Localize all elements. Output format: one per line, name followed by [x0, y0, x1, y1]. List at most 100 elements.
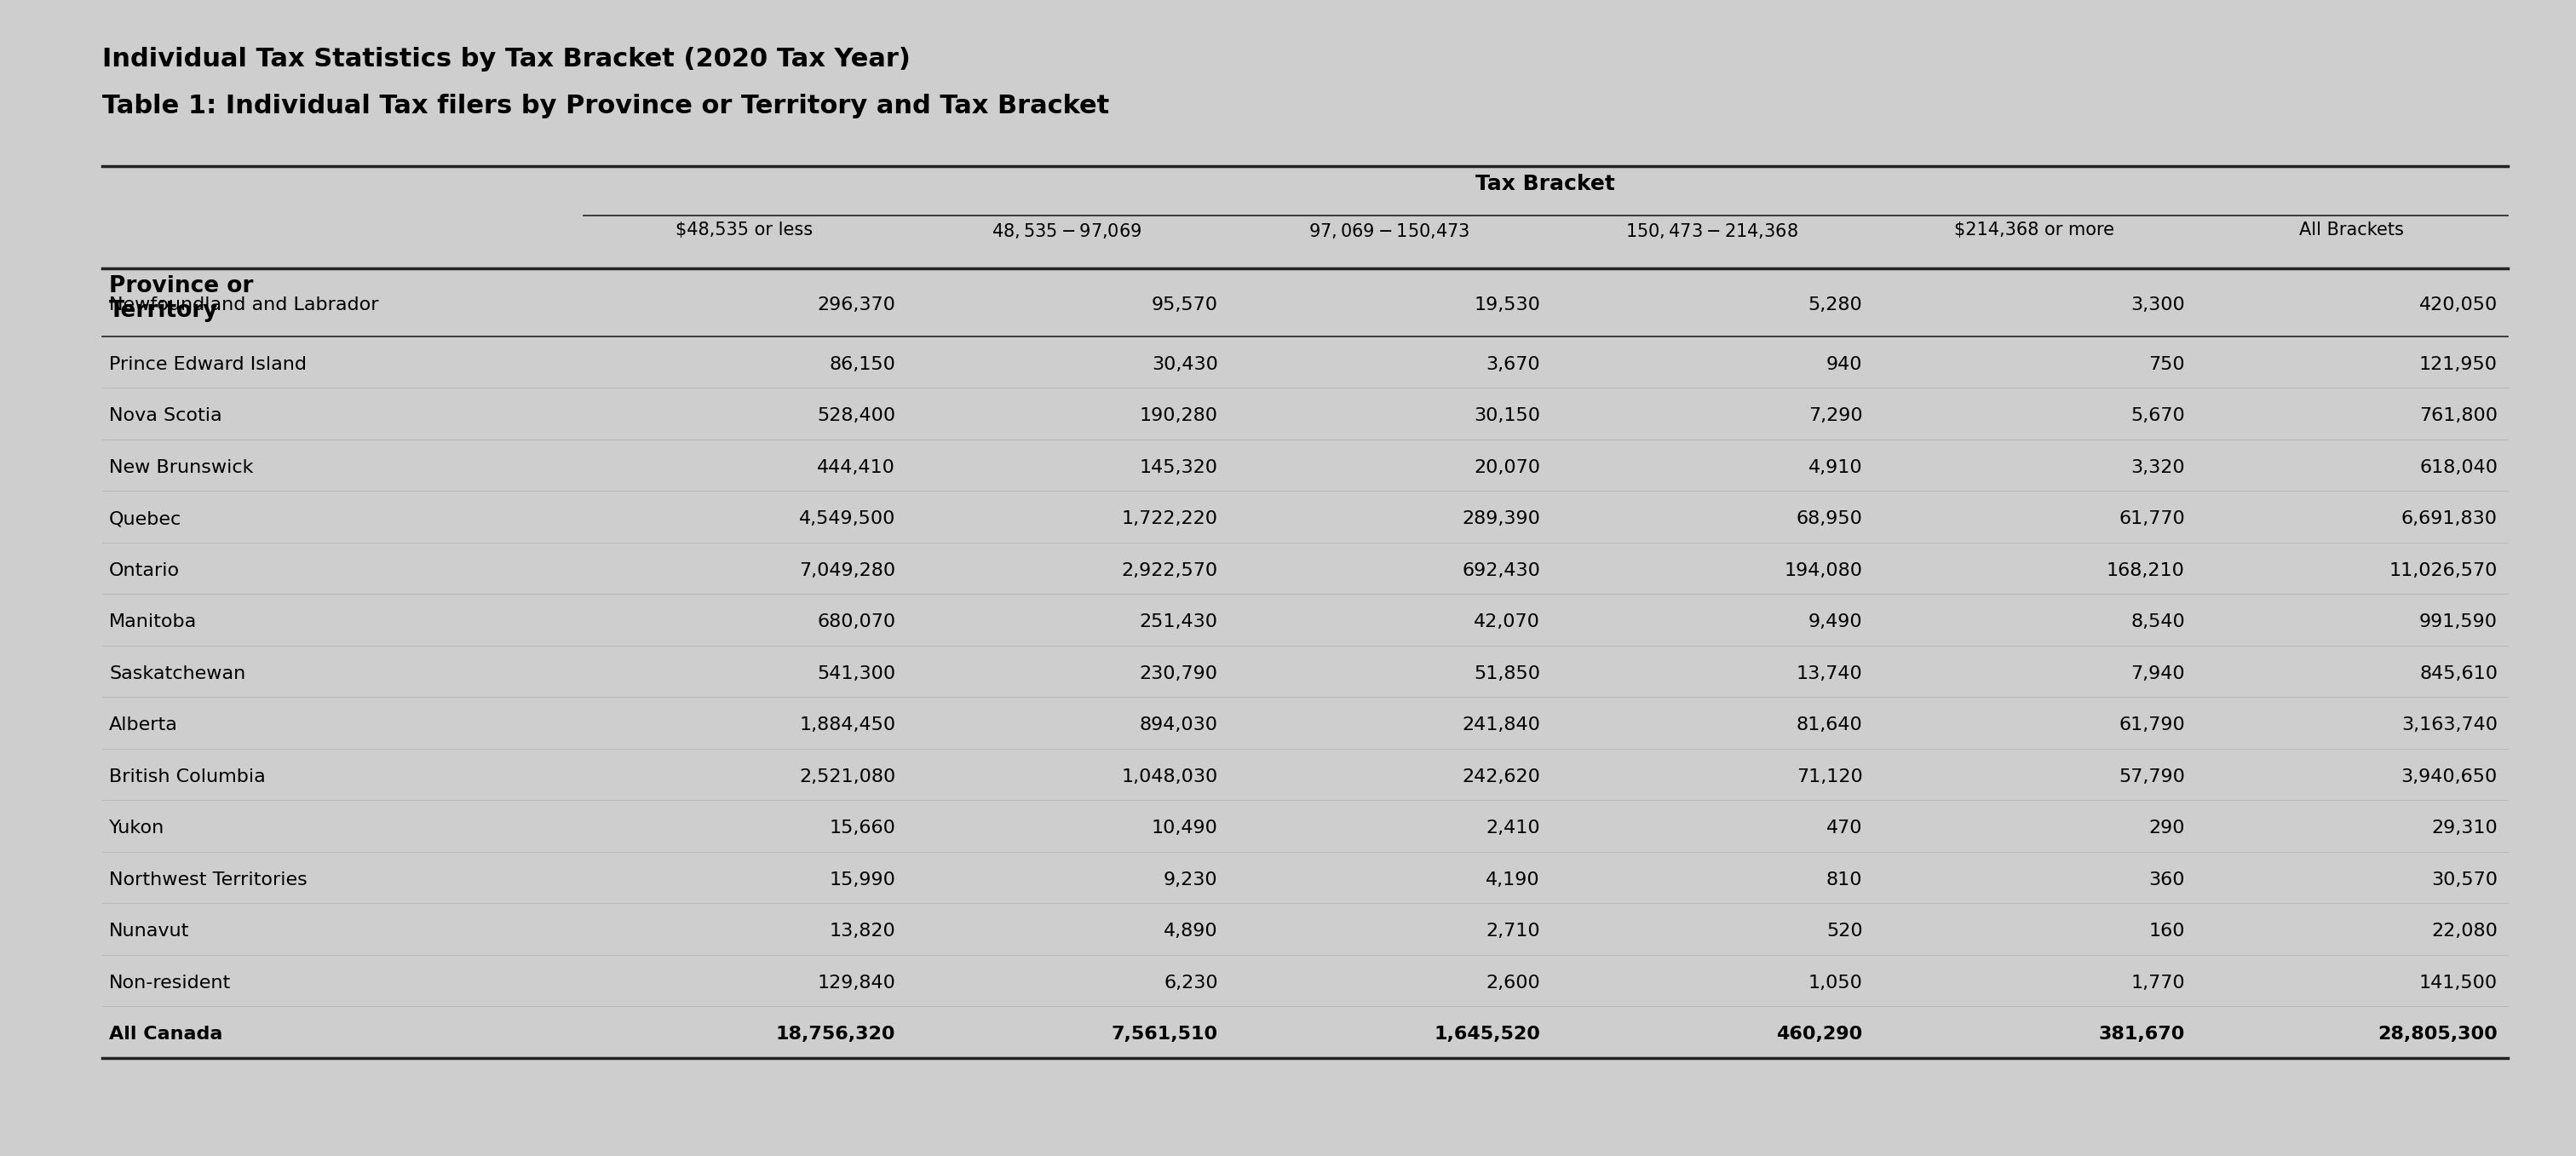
Text: Tax Bracket: Tax Bracket [1476, 173, 1615, 194]
Text: 4,190: 4,190 [1486, 872, 1540, 888]
Text: 86,150: 86,150 [829, 356, 896, 373]
Text: 940: 940 [1826, 356, 1862, 373]
Text: Prince Edward Island: Prince Edward Island [108, 356, 307, 373]
Text: 3,163,740: 3,163,740 [2401, 717, 2499, 734]
Text: 541,300: 541,300 [817, 665, 896, 682]
Text: 190,280: 190,280 [1139, 408, 1218, 424]
Text: 22,080: 22,080 [2432, 922, 2499, 940]
Text: 2,410: 2,410 [1486, 820, 1540, 837]
Text: 2,710: 2,710 [1486, 922, 1540, 940]
Text: 18,756,320: 18,756,320 [775, 1025, 896, 1043]
Text: 618,040: 618,040 [2419, 459, 2499, 476]
Text: 6,691,830: 6,691,830 [2401, 511, 2499, 527]
Text: 29,310: 29,310 [2432, 820, 2499, 837]
Text: 4,549,500: 4,549,500 [799, 511, 896, 527]
Text: $214,368 or more: $214,368 or more [1953, 222, 2115, 239]
Text: 290: 290 [2148, 820, 2184, 837]
Text: 71,120: 71,120 [1795, 769, 1862, 785]
Text: 680,070: 680,070 [817, 614, 896, 631]
Text: 692,430: 692,430 [1463, 562, 1540, 579]
Text: 528,400: 528,400 [817, 408, 896, 424]
Text: 7,049,280: 7,049,280 [799, 562, 896, 579]
Text: 42,070: 42,070 [1473, 614, 1540, 631]
Text: $48,535 or less: $48,535 or less [675, 222, 814, 239]
Text: 894,030: 894,030 [1139, 717, 1218, 734]
Text: 28,805,300: 28,805,300 [2378, 1025, 2499, 1043]
Text: 360: 360 [2148, 872, 2184, 888]
Text: 168,210: 168,210 [2107, 562, 2184, 579]
Text: 9,490: 9,490 [1808, 614, 1862, 631]
Text: 761,800: 761,800 [2419, 408, 2499, 424]
Text: Territory: Territory [108, 299, 219, 321]
Text: 1,645,520: 1,645,520 [1435, 1025, 1540, 1043]
Text: 7,561,510: 7,561,510 [1110, 1025, 1218, 1043]
Text: 10,490: 10,490 [1151, 820, 1218, 837]
Text: 7,940: 7,940 [2130, 665, 2184, 682]
Text: 241,840: 241,840 [1463, 717, 1540, 734]
Text: Province or: Province or [108, 275, 252, 297]
Text: 6,230: 6,230 [1164, 975, 1218, 992]
Text: Ontario: Ontario [108, 562, 180, 579]
Text: 4,890: 4,890 [1164, 922, 1218, 940]
Text: 251,430: 251,430 [1139, 614, 1218, 631]
Text: Quebec: Quebec [108, 511, 183, 527]
Text: $48,535 - $97,069: $48,535 - $97,069 [992, 222, 1141, 240]
Text: 3,940,650: 3,940,650 [2401, 769, 2499, 785]
Text: Table 1: Individual Tax filers by Province or Territory and Tax Bracket: Table 1: Individual Tax filers by Provin… [103, 94, 1110, 118]
Text: 2,600: 2,600 [1486, 975, 1540, 992]
Text: All Brackets: All Brackets [2300, 222, 2403, 239]
Text: 2,922,570: 2,922,570 [1121, 562, 1218, 579]
Text: 121,950: 121,950 [2419, 356, 2499, 373]
Text: Alberta: Alberta [108, 717, 178, 734]
Text: 289,390: 289,390 [1463, 511, 1540, 527]
Text: 810: 810 [1826, 872, 1862, 888]
Text: Yukon: Yukon [108, 820, 165, 837]
Text: 296,370: 296,370 [817, 296, 896, 313]
Text: 30,570: 30,570 [2432, 872, 2499, 888]
Text: 1,722,220: 1,722,220 [1121, 511, 1218, 527]
Text: 1,048,030: 1,048,030 [1121, 769, 1218, 785]
Text: 3,670: 3,670 [1486, 356, 1540, 373]
Text: 194,080: 194,080 [1785, 562, 1862, 579]
Text: 750: 750 [2148, 356, 2184, 373]
Text: Northwest Territories: Northwest Territories [108, 872, 307, 888]
Text: 11,026,570: 11,026,570 [2388, 562, 2499, 579]
Text: All Canada: All Canada [108, 1025, 222, 1043]
Text: Saskatchewan: Saskatchewan [108, 665, 245, 682]
Text: 7,290: 7,290 [1808, 408, 1862, 424]
Text: 68,950: 68,950 [1795, 511, 1862, 527]
Text: 13,740: 13,740 [1795, 665, 1862, 682]
Text: 19,530: 19,530 [1473, 296, 1540, 313]
Text: Newfoundland and Labrador: Newfoundland and Labrador [108, 296, 379, 313]
Text: 9,230: 9,230 [1164, 872, 1218, 888]
Text: 991,590: 991,590 [2419, 614, 2499, 631]
Text: 1,050: 1,050 [1808, 975, 1862, 992]
Text: 230,790: 230,790 [1139, 665, 1218, 682]
Text: 381,670: 381,670 [2099, 1025, 2184, 1043]
Text: 141,500: 141,500 [2419, 975, 2499, 992]
Text: 30,430: 30,430 [1151, 356, 1218, 373]
Text: 61,790: 61,790 [2117, 717, 2184, 734]
Text: 2,521,080: 2,521,080 [799, 769, 896, 785]
Text: 15,660: 15,660 [829, 820, 896, 837]
Text: 242,620: 242,620 [1463, 769, 1540, 785]
Text: 5,280: 5,280 [1808, 296, 1862, 313]
Text: 57,790: 57,790 [2117, 769, 2184, 785]
Text: 95,570: 95,570 [1151, 296, 1218, 313]
Text: 30,150: 30,150 [1473, 408, 1540, 424]
Text: Nunavut: Nunavut [108, 922, 191, 940]
Text: 845,610: 845,610 [2419, 665, 2499, 682]
Text: 5,670: 5,670 [2130, 408, 2184, 424]
Text: 1,884,450: 1,884,450 [799, 717, 896, 734]
Text: 81,640: 81,640 [1795, 717, 1862, 734]
Text: 51,850: 51,850 [1473, 665, 1540, 682]
Text: 520: 520 [1826, 922, 1862, 940]
Text: British Columbia: British Columbia [108, 769, 265, 785]
Text: 460,290: 460,290 [1777, 1025, 1862, 1043]
Text: 15,990: 15,990 [829, 872, 896, 888]
Text: $97,069 - $150,473: $97,069 - $150,473 [1309, 222, 1471, 240]
Text: 420,050: 420,050 [2419, 296, 2499, 313]
Text: 3,300: 3,300 [2130, 296, 2184, 313]
Text: Nova Scotia: Nova Scotia [108, 408, 222, 424]
Text: 8,540: 8,540 [2130, 614, 2184, 631]
